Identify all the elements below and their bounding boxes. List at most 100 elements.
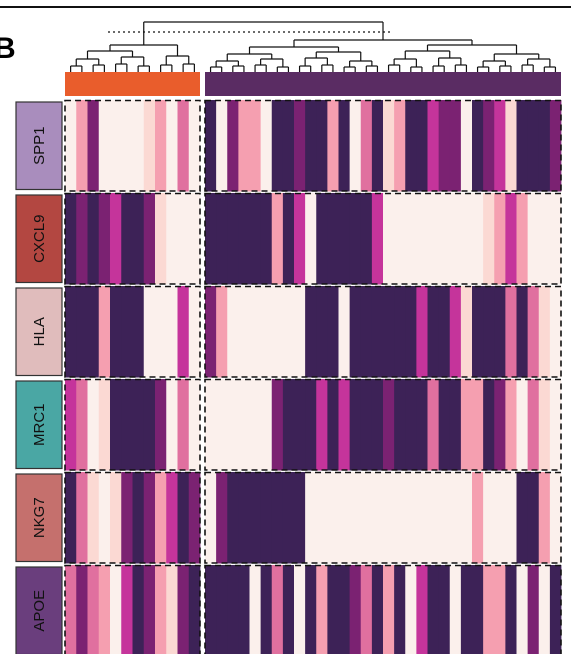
- heatmap-cell: [449, 472, 462, 564]
- heatmap-cell: [416, 565, 428, 654]
- heatmap-cell: [110, 100, 122, 192]
- heatmap-cell: [238, 100, 250, 192]
- heatmap-cell: [383, 100, 395, 192]
- heatmap-cell: [216, 100, 228, 192]
- heatmap-cell: [383, 379, 395, 471]
- heatmap-cell: [360, 472, 373, 564]
- heatmap-cell: [405, 286, 417, 378]
- heatmap-cell: [76, 379, 88, 471]
- heatmap-cell: [87, 193, 100, 285]
- heatmap-cell: [405, 379, 417, 471]
- row-label-column: SPP1 CXCL9 HLA MRC1 NKG7 APOE: [15, 101, 63, 654]
- heatmap-cell: [76, 565, 88, 654]
- heatmap-cell: [327, 286, 339, 378]
- heatmap-cell: [132, 193, 145, 285]
- row-label: CXCL9: [31, 215, 48, 263]
- heatmap-cell: [294, 379, 306, 471]
- heatmap-cell: [98, 286, 111, 378]
- heatmap-cell: [76, 472, 88, 564]
- heatmap-cell: [249, 193, 262, 285]
- heatmap-cell: [371, 565, 384, 654]
- heatmap-cell: [494, 472, 506, 564]
- heatmap-cell: [65, 379, 77, 471]
- heatmap-cell: [449, 193, 462, 285]
- row-label-box: [15, 287, 63, 377]
- heatmap-cell: [427, 193, 440, 285]
- heatmap-cell: [316, 379, 328, 471]
- heatmap-cell: [155, 379, 167, 471]
- heatmap-cell: [166, 565, 178, 654]
- heatmap-cell: [121, 472, 133, 564]
- block-frame: [64, 378, 201, 471]
- heatmap-cell: [527, 379, 540, 471]
- heatmap-cell: [460, 100, 473, 192]
- heatmap-cell: [87, 286, 100, 378]
- heatmap-cell: [516, 286, 529, 378]
- heatmap-cell: [121, 193, 133, 285]
- heatmap-cell: [121, 286, 133, 378]
- heatmap-cell: [98, 472, 111, 564]
- heatmap-cell: [216, 565, 228, 654]
- heatmap-cell: [98, 565, 111, 654]
- heatmap-cell: [282, 565, 295, 654]
- heatmap-cell: [110, 379, 122, 471]
- heatmap-cell: [188, 193, 201, 285]
- heatmap-cell: [271, 286, 284, 378]
- heatmap-cells: [65, 100, 562, 654]
- heatmap-cell: [371, 379, 384, 471]
- heatmap-cell: [383, 286, 395, 378]
- heatmap-cell: [460, 565, 473, 654]
- heatmap-cell: [427, 286, 440, 378]
- row-label-box: [15, 194, 63, 284]
- heatmap-cell: [143, 286, 156, 378]
- heatmap-cell: [305, 472, 317, 564]
- heatmap-cell: [527, 286, 540, 378]
- heatmap-cell: [282, 472, 295, 564]
- block-frame: [204, 564, 562, 654]
- row-label: HLA: [31, 317, 48, 346]
- heatmap-cell: [472, 472, 484, 564]
- heatmap-cell: [271, 193, 284, 285]
- block-frames: [64, 99, 562, 654]
- heatmap-cell: [416, 286, 428, 378]
- heatmap-cell: [271, 565, 284, 654]
- heatmap-cell: [371, 286, 384, 378]
- block-frame: [204, 99, 562, 192]
- heatmap-cell: [177, 100, 190, 192]
- heatmap-cell: [438, 100, 451, 192]
- heatmap-cell: [472, 100, 484, 192]
- heatmap-cell: [360, 379, 373, 471]
- heatmap-cell: [121, 379, 133, 471]
- heatmap-cell: [327, 472, 339, 564]
- row-label-box: [15, 101, 63, 191]
- heatmap-cell: [76, 193, 88, 285]
- heatmap-cell: [166, 472, 178, 564]
- heatmap-cell: [227, 379, 239, 471]
- heatmap-cell: [188, 565, 201, 654]
- heatmap-cell: [238, 286, 250, 378]
- heatmap-cell: [327, 565, 339, 654]
- heatmap-cell: [394, 472, 406, 564]
- heatmap-cell: [282, 286, 295, 378]
- heatmap-cell: [538, 472, 551, 564]
- heatmap-cell: [260, 286, 273, 378]
- heatmap-cell: [416, 472, 428, 564]
- heatmap-cell: [294, 286, 306, 378]
- heatmap-cell: [110, 565, 122, 654]
- heatmap-cell: [87, 379, 100, 471]
- heatmap-cell: [427, 100, 440, 192]
- heatmap-cell: [294, 193, 306, 285]
- heatmap-cell: [438, 472, 451, 564]
- heatmap-cell: [505, 379, 517, 471]
- heatmap-cell: [143, 379, 156, 471]
- heatmap-cell: [460, 379, 473, 471]
- heatmap-cell: [449, 100, 462, 192]
- heatmap-cell: [316, 472, 328, 564]
- heatmap-cell: [505, 472, 517, 564]
- heatmap-cell: [132, 472, 145, 564]
- heatmap-cell: [143, 472, 156, 564]
- heatmap-cell: [394, 193, 406, 285]
- heatmap-cell: [494, 565, 506, 654]
- group-bar-1: [65, 72, 200, 96]
